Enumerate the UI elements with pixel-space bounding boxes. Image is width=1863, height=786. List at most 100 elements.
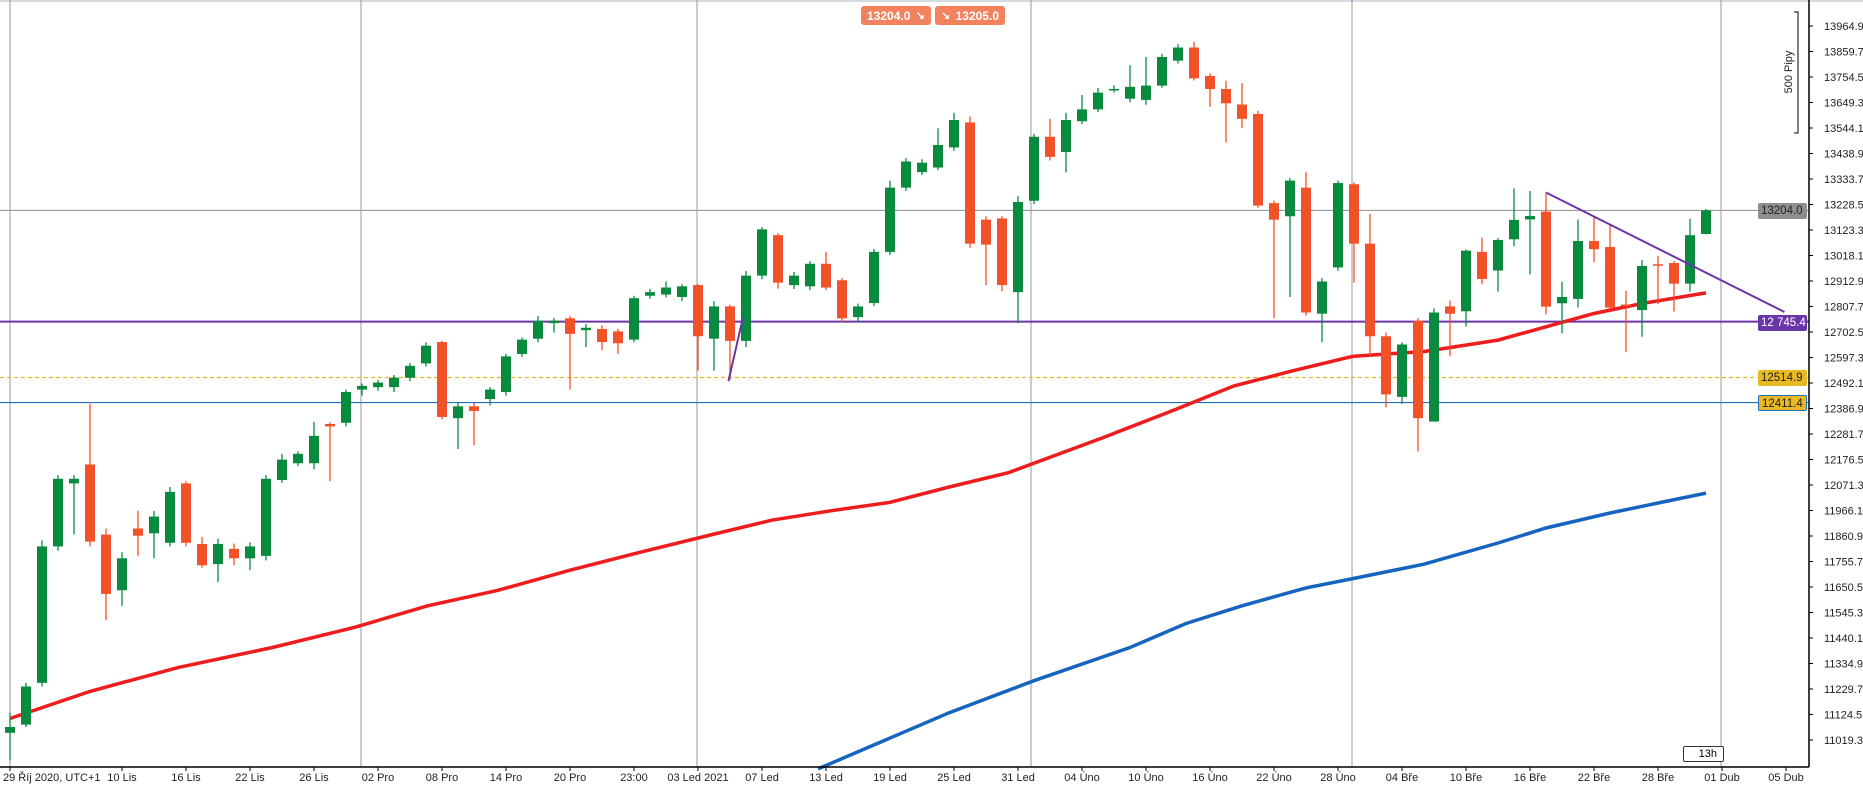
moving-average-line bbox=[817, 491, 1707, 771]
bearish-candle bbox=[1189, 47, 1199, 79]
bearish-candle bbox=[1541, 211, 1551, 307]
buy-button[interactable]: ↘ 13205.0 bbox=[935, 6, 1005, 25]
bullish-candle bbox=[917, 162, 927, 173]
time-tick-label: 07 Led bbox=[745, 772, 779, 784]
trendline bbox=[727, 318, 744, 382]
sell-price: 13204.0 bbox=[867, 8, 911, 23]
bearish-candle bbox=[1253, 113, 1263, 206]
bearish-candle bbox=[1269, 203, 1279, 220]
bullish-candle bbox=[309, 435, 319, 464]
bearish-candle bbox=[1301, 187, 1311, 313]
bearish-candle bbox=[325, 423, 335, 427]
price-tick-label: 11334.9 bbox=[1824, 659, 1863, 671]
time-tick-label: 08 Pro bbox=[426, 772, 458, 784]
bullish-candle bbox=[1173, 47, 1183, 61]
bearish-candle bbox=[181, 483, 191, 543]
trendline bbox=[1545, 191, 1785, 313]
bullish-candle bbox=[1685, 235, 1695, 284]
bullish-candle bbox=[373, 382, 383, 388]
bullish-candle bbox=[1509, 219, 1519, 240]
bullish-candle bbox=[1493, 240, 1503, 271]
bullish-candle bbox=[949, 120, 959, 148]
bearish-candle bbox=[773, 235, 783, 283]
price-tick-label: 13018.1 bbox=[1824, 251, 1863, 263]
bullish-candle bbox=[245, 546, 255, 559]
price-tick-label: 13438.9 bbox=[1824, 149, 1863, 161]
price-tick-label: 13228.5 bbox=[1824, 200, 1863, 212]
bullish-candle bbox=[1157, 57, 1167, 86]
price-tick-label: 12807.7 bbox=[1824, 302, 1863, 314]
time-tick-label: 10 Bře bbox=[1450, 772, 1482, 784]
time-tick-label: 28 Bře bbox=[1642, 772, 1674, 784]
pip-ruler-bracket bbox=[1794, 11, 1799, 134]
arrow-down-right-icon: ↘ bbox=[915, 10, 925, 22]
bullish-candle bbox=[1285, 180, 1295, 217]
bearish-candle bbox=[133, 528, 143, 536]
gridlines bbox=[9, 0, 1722, 767]
bullish-candle bbox=[21, 686, 31, 725]
time-tick-label: 05 Dub bbox=[1768, 772, 1803, 784]
bearish-candle bbox=[837, 280, 847, 319]
time-tick-label: 01 Dub bbox=[1704, 772, 1739, 784]
bullish-candle bbox=[533, 320, 543, 339]
bullish-candle bbox=[1061, 120, 1071, 153]
bullish-candle bbox=[1333, 183, 1343, 268]
bearish-candle bbox=[1621, 304, 1631, 306]
bullish-candle bbox=[1013, 201, 1023, 293]
bullish-candle bbox=[277, 459, 287, 480]
time-tick-label: 10 Lis bbox=[107, 772, 137, 784]
bullish-candle bbox=[1077, 109, 1087, 122]
price-tick-label: 12176.5 bbox=[1824, 455, 1863, 467]
bearish-candle bbox=[981, 219, 991, 245]
bullish-candle bbox=[709, 306, 719, 339]
price-tick-label: 13333.7 bbox=[1824, 174, 1863, 186]
time-tick-label: 02 Pro bbox=[362, 772, 394, 784]
bullish-candle bbox=[357, 385, 367, 390]
bearish-candle bbox=[1477, 251, 1487, 280]
time-tick-label: 28 Úno bbox=[1320, 771, 1355, 784]
price-tick-label: 12071.3 bbox=[1824, 480, 1863, 492]
bullish-candle bbox=[517, 339, 527, 354]
bullish-candle bbox=[581, 327, 591, 331]
blue-level-tag[interactable]: 12411.4 bbox=[1758, 395, 1807, 411]
bearish-candle bbox=[1653, 264, 1663, 266]
bearish-candle bbox=[1381, 336, 1391, 395]
bearish-candle bbox=[1413, 320, 1423, 419]
bullish-candle bbox=[117, 558, 127, 591]
time-tick-label: 16 Úno bbox=[1192, 771, 1227, 784]
buy-price: 13205.0 bbox=[955, 8, 999, 23]
bearish-candle bbox=[1205, 75, 1215, 89]
time-tick-label: 03 Led 2021 bbox=[667, 772, 728, 784]
bullish-candle bbox=[501, 356, 511, 392]
price-tick-label: 13649.3 bbox=[1824, 98, 1863, 110]
yellow-level-tag[interactable]: 12514.9 bbox=[1758, 370, 1807, 386]
horizontal-levels bbox=[0, 209, 1809, 404]
price-tick-label: 11440.1 bbox=[1824, 633, 1863, 645]
bullish-candle bbox=[165, 491, 175, 543]
purple-level-tag[interactable]: 12 745.4 bbox=[1758, 315, 1807, 331]
bullish-candle bbox=[645, 292, 655, 296]
bearish-candle bbox=[725, 306, 735, 341]
time-tick-label: 10 Úno bbox=[1128, 771, 1163, 784]
candle-timer[interactable]: 13h bbox=[1683, 746, 1724, 762]
price-tick-label: 11755.7 bbox=[1824, 557, 1863, 569]
bullish-candle bbox=[661, 287, 671, 295]
bullish-candle bbox=[629, 298, 639, 340]
price-tick-label: 11860.9 bbox=[1824, 531, 1863, 543]
bearish-candle bbox=[197, 543, 207, 566]
bearish-candle bbox=[437, 342, 447, 417]
bullish-candle bbox=[37, 546, 47, 683]
bullish-candle bbox=[1397, 344, 1407, 397]
bullish-candle bbox=[1109, 88, 1119, 91]
bullish-candle bbox=[901, 161, 911, 188]
bearish-candle bbox=[1237, 104, 1247, 119]
time-tick-label: 22 Úno bbox=[1256, 771, 1291, 784]
bearish-candle bbox=[101, 534, 111, 594]
bullish-candle bbox=[1461, 250, 1471, 312]
bullish-candle bbox=[405, 365, 415, 378]
price-tick-label: 13754.5 bbox=[1824, 72, 1863, 84]
bullish-candle bbox=[677, 286, 687, 297]
bearish-candle bbox=[693, 285, 703, 337]
sell-button[interactable]: 13204.0 ↘ bbox=[861, 6, 931, 25]
